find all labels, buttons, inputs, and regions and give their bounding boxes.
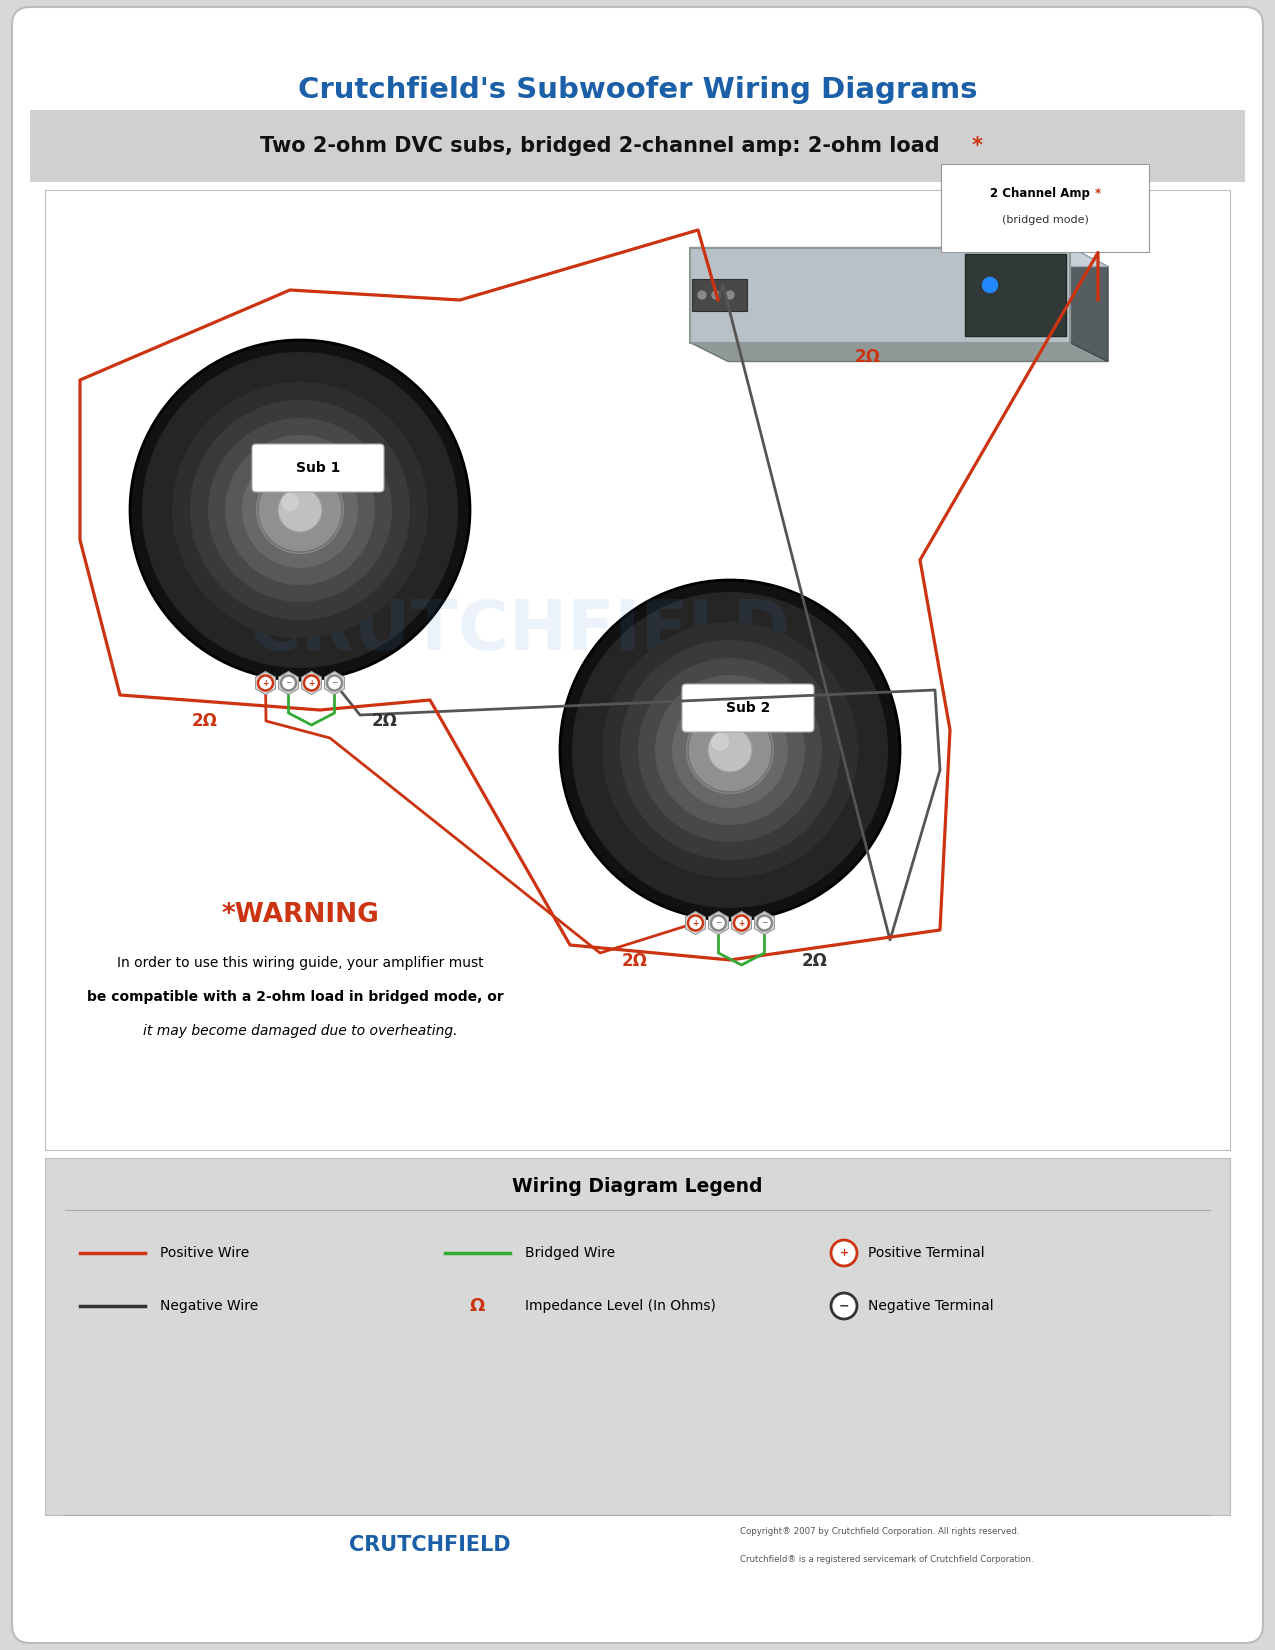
Polygon shape bbox=[690, 343, 1108, 361]
Circle shape bbox=[831, 1294, 857, 1318]
Circle shape bbox=[258, 469, 342, 553]
Circle shape bbox=[983, 277, 997, 292]
Circle shape bbox=[686, 706, 774, 794]
Circle shape bbox=[190, 399, 411, 620]
FancyBboxPatch shape bbox=[11, 7, 1264, 1643]
Circle shape bbox=[638, 658, 822, 842]
Text: Two 2-ohm DVC subs, bridged 2-channel amp: 2-ohm load: Two 2-ohm DVC subs, bridged 2-channel am… bbox=[260, 135, 940, 157]
Text: 2Ω: 2Ω bbox=[193, 713, 218, 729]
Circle shape bbox=[672, 691, 788, 808]
Polygon shape bbox=[709, 911, 728, 934]
FancyBboxPatch shape bbox=[45, 190, 1230, 1150]
Text: *: * bbox=[972, 135, 983, 157]
Circle shape bbox=[711, 290, 720, 299]
Circle shape bbox=[602, 622, 858, 878]
Circle shape bbox=[734, 916, 748, 931]
Text: Crutchfield® is a registered servicemark of Crutchfield Corporation.: Crutchfield® is a registered servicemark… bbox=[740, 1554, 1034, 1564]
Text: −: − bbox=[761, 919, 768, 927]
Circle shape bbox=[280, 493, 300, 512]
Text: +: + bbox=[692, 919, 699, 927]
Text: Copyright® 2007 by Crutchfield Corporation. All rights reserved.: Copyright® 2007 by Crutchfield Corporati… bbox=[740, 1526, 1020, 1536]
Circle shape bbox=[256, 465, 344, 554]
Text: 2Ω: 2Ω bbox=[372, 713, 398, 729]
Text: In order to use this wiring guide, your amplifier must: In order to use this wiring guide, your … bbox=[117, 955, 483, 970]
Circle shape bbox=[142, 351, 458, 668]
Text: 2Ω: 2Ω bbox=[856, 348, 881, 366]
Text: it may become damaged due to overheating.: it may become damaged due to overheating… bbox=[143, 1025, 458, 1038]
Text: Ω: Ω bbox=[469, 1297, 484, 1315]
Circle shape bbox=[620, 640, 840, 860]
Circle shape bbox=[326, 675, 342, 690]
Polygon shape bbox=[325, 672, 344, 695]
FancyBboxPatch shape bbox=[941, 163, 1149, 252]
Circle shape bbox=[655, 675, 805, 825]
Text: Sub 2: Sub 2 bbox=[725, 701, 770, 714]
Circle shape bbox=[708, 728, 752, 772]
Text: +: + bbox=[738, 919, 745, 927]
Circle shape bbox=[172, 383, 428, 639]
Circle shape bbox=[560, 581, 900, 921]
Circle shape bbox=[208, 417, 391, 602]
Text: −: − bbox=[332, 678, 338, 688]
Circle shape bbox=[711, 733, 729, 751]
Circle shape bbox=[757, 916, 771, 931]
Polygon shape bbox=[965, 254, 1066, 337]
Text: CRUTCHFIELD: CRUTCHFIELD bbox=[250, 597, 790, 663]
Circle shape bbox=[831, 1241, 857, 1266]
Circle shape bbox=[242, 452, 358, 568]
Polygon shape bbox=[1070, 248, 1108, 361]
Polygon shape bbox=[302, 672, 321, 695]
Text: Impedance Level (In Ohms): Impedance Level (In Ohms) bbox=[525, 1299, 715, 1313]
Text: (bridged mode): (bridged mode) bbox=[1002, 214, 1089, 224]
FancyBboxPatch shape bbox=[682, 685, 813, 733]
Text: Wiring Diagram Legend: Wiring Diagram Legend bbox=[513, 1176, 762, 1196]
Text: be compatible with a 2-ohm load in bridged mode, or: be compatible with a 2-ohm load in bridg… bbox=[87, 990, 504, 1003]
Circle shape bbox=[303, 675, 319, 690]
Text: 2Ω: 2Ω bbox=[802, 952, 827, 970]
Circle shape bbox=[572, 592, 887, 908]
Polygon shape bbox=[732, 911, 751, 934]
Text: 2Ω: 2Ω bbox=[622, 952, 648, 970]
Text: Positive Terminal: Positive Terminal bbox=[868, 1246, 984, 1261]
Text: *WARNING: *WARNING bbox=[221, 903, 379, 927]
Circle shape bbox=[725, 290, 734, 299]
Text: −: − bbox=[715, 919, 722, 927]
Text: Crutchfield's Subwoofer Wiring Diagrams: Crutchfield's Subwoofer Wiring Diagrams bbox=[298, 76, 977, 104]
Text: *: * bbox=[1095, 186, 1102, 200]
Circle shape bbox=[711, 916, 725, 931]
Text: Sub 1: Sub 1 bbox=[296, 460, 340, 475]
Text: +: + bbox=[309, 678, 315, 688]
FancyBboxPatch shape bbox=[252, 444, 384, 492]
Text: +: + bbox=[839, 1247, 849, 1257]
Circle shape bbox=[697, 290, 706, 299]
Circle shape bbox=[258, 675, 273, 690]
Polygon shape bbox=[278, 672, 298, 695]
FancyBboxPatch shape bbox=[692, 279, 747, 310]
Polygon shape bbox=[686, 911, 705, 934]
Text: CRUTCHFIELD: CRUTCHFIELD bbox=[349, 1534, 511, 1554]
Polygon shape bbox=[690, 248, 1108, 267]
Polygon shape bbox=[690, 248, 1070, 343]
Text: −: − bbox=[286, 678, 292, 688]
Circle shape bbox=[280, 675, 296, 690]
Circle shape bbox=[688, 708, 771, 792]
Polygon shape bbox=[255, 672, 275, 695]
Text: +: + bbox=[263, 678, 269, 688]
Circle shape bbox=[688, 916, 703, 931]
Circle shape bbox=[278, 488, 323, 531]
Text: Bridged Wire: Bridged Wire bbox=[525, 1246, 615, 1261]
Text: 2 Channel Amp: 2 Channel Amp bbox=[991, 186, 1090, 200]
Text: Positive Wire: Positive Wire bbox=[159, 1246, 249, 1261]
FancyBboxPatch shape bbox=[31, 111, 1244, 182]
Circle shape bbox=[224, 436, 375, 586]
Circle shape bbox=[130, 340, 470, 680]
Polygon shape bbox=[755, 911, 774, 934]
Text: Negative Wire: Negative Wire bbox=[159, 1299, 259, 1313]
Text: −: − bbox=[839, 1300, 849, 1312]
FancyBboxPatch shape bbox=[45, 1158, 1230, 1515]
Text: Negative Terminal: Negative Terminal bbox=[868, 1299, 993, 1313]
